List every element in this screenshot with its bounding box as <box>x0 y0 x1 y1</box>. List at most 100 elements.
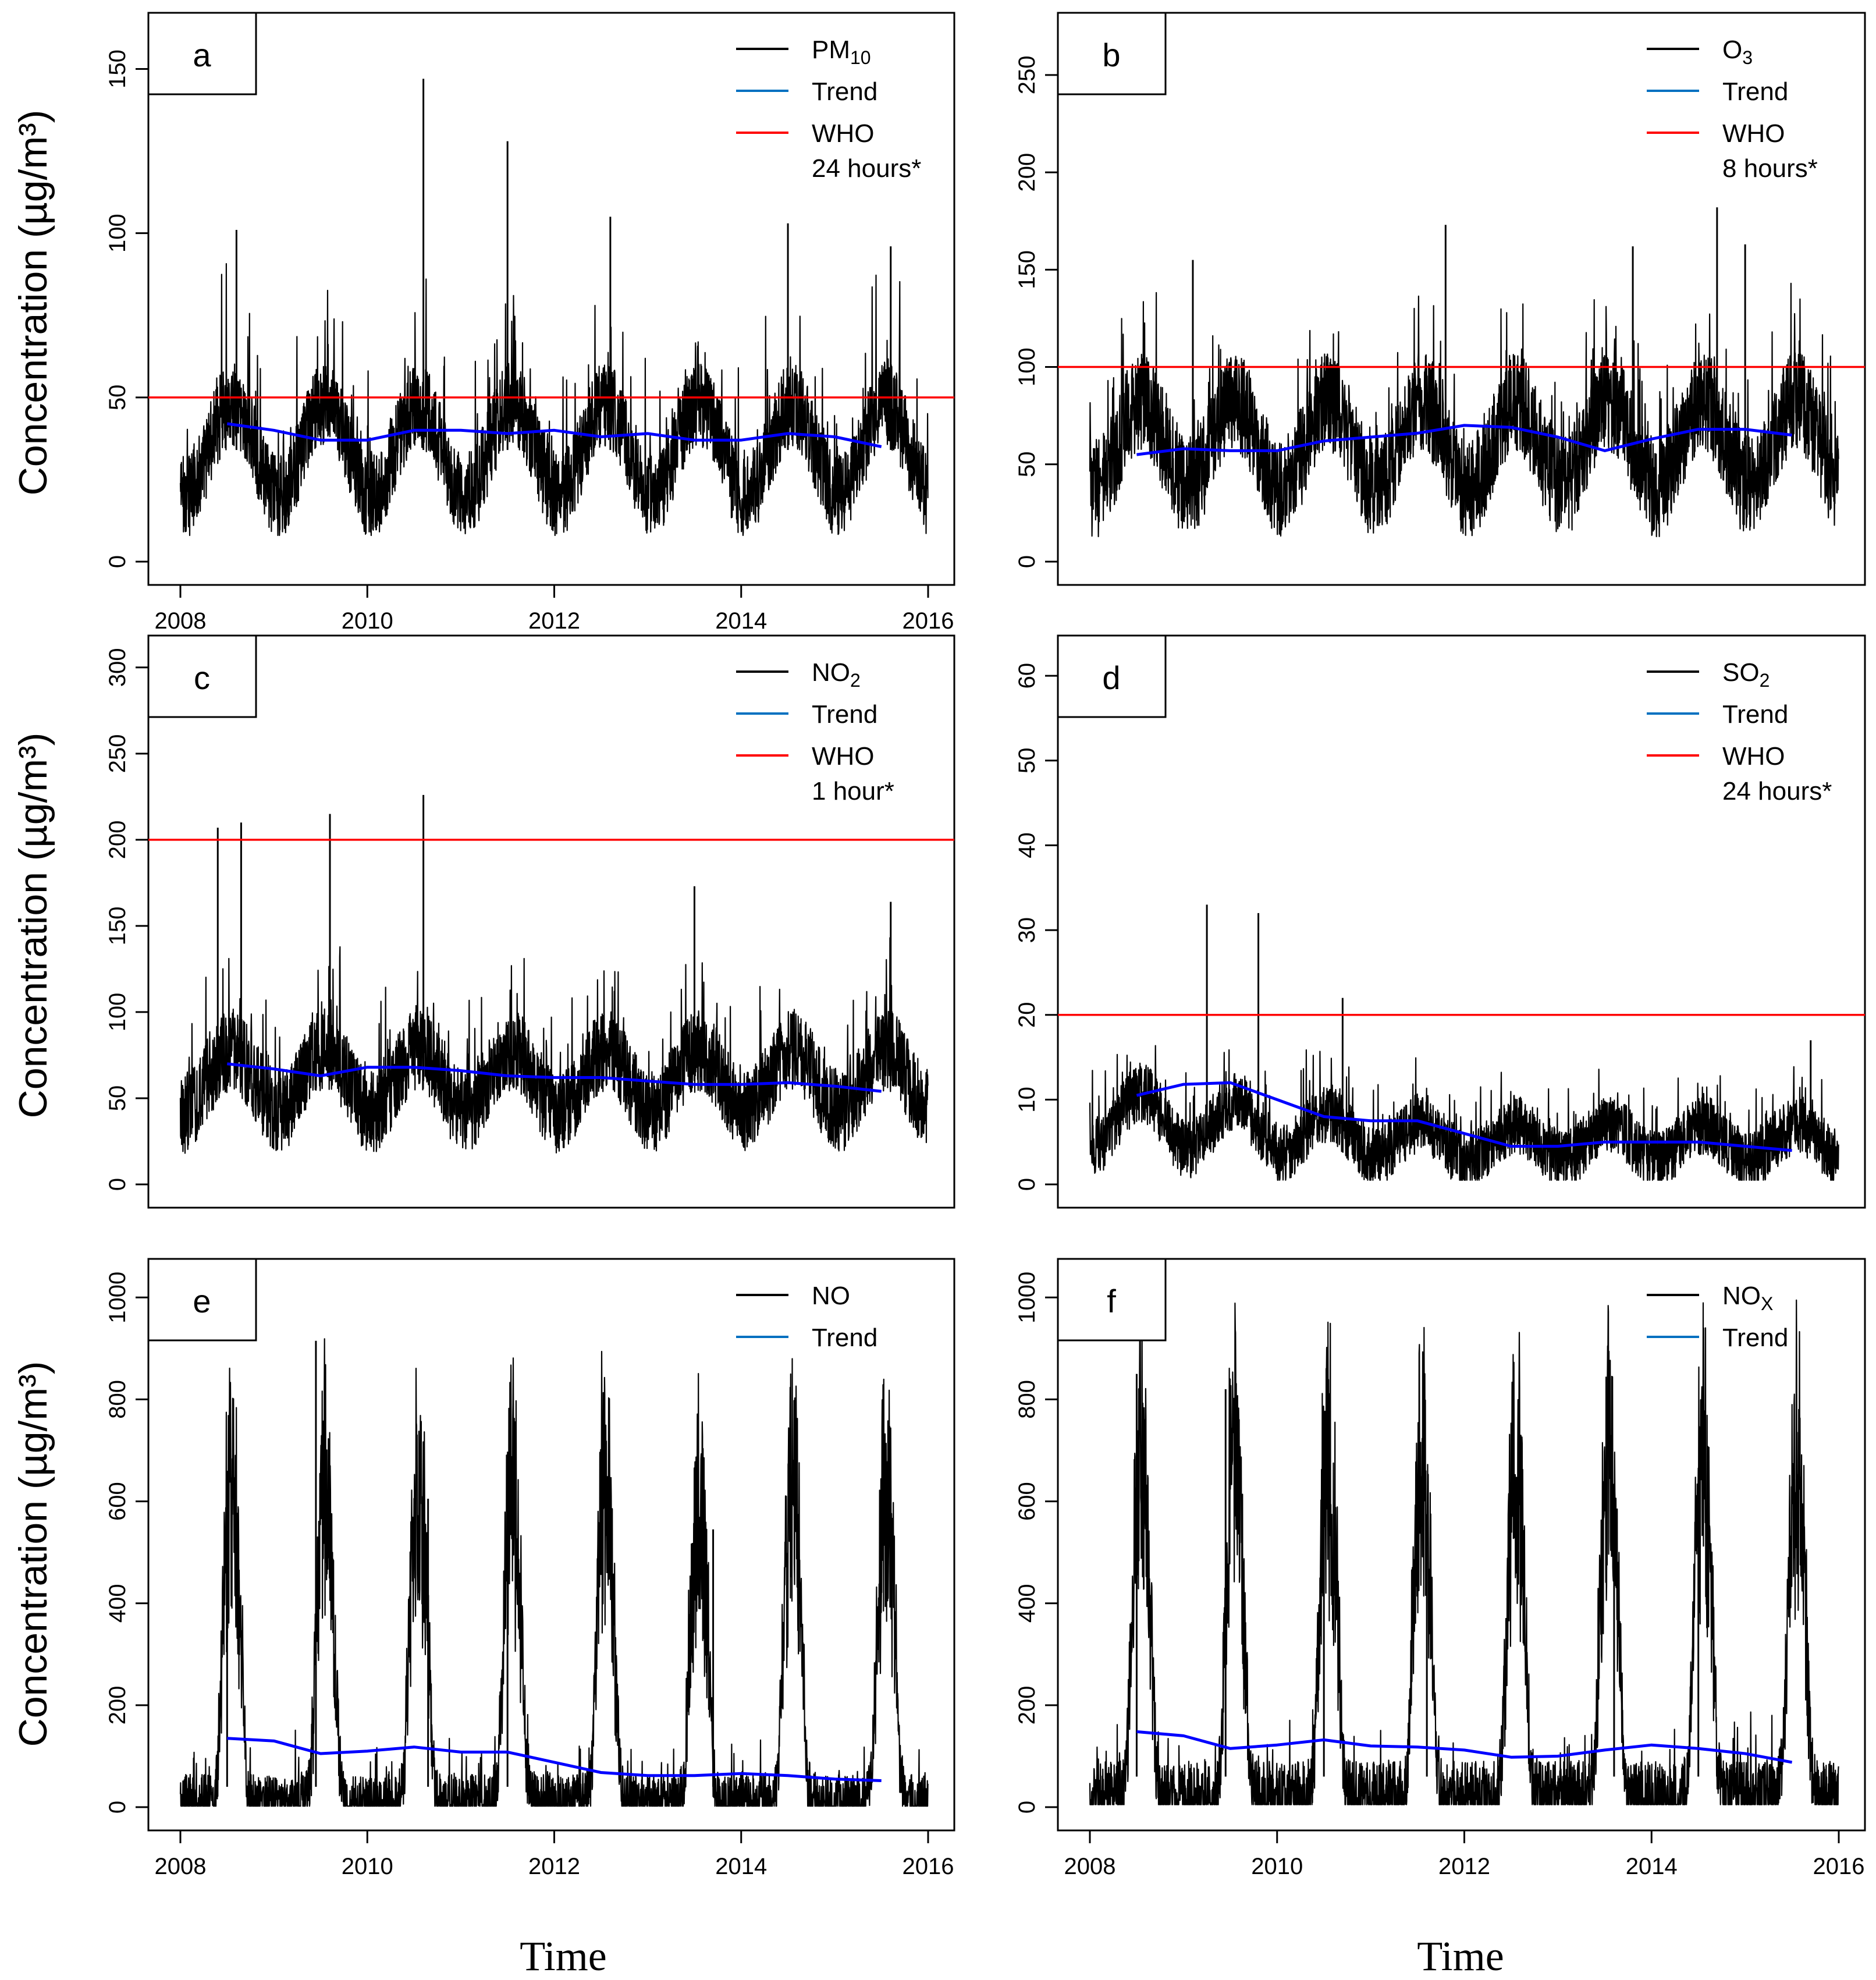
y-tick-label: 150 <box>105 49 130 88</box>
x-tick-label: 2010 <box>342 608 393 634</box>
legend-entry-1: Trend <box>1722 700 1788 729</box>
series-trend-line <box>227 1737 882 1782</box>
legend-entry-2: WHO <box>1722 742 1785 771</box>
y-tick-label: 600 <box>105 1482 130 1521</box>
y-axis-label-row1: Concentration (µg/m³) <box>11 110 55 496</box>
panel-label-e: e <box>193 1283 211 1319</box>
y-tick-label: 150 <box>105 907 130 946</box>
y-axis-label-row2: Concentration (µg/m³) <box>11 733 55 1119</box>
y-tick-label: 100 <box>105 214 130 253</box>
panel-f: 0 200 400 600 800 1000 2008 2010 2012 2014 2016 f NO… <box>1014 1258 1866 1879</box>
y-tick-label: 100 <box>105 993 130 1032</box>
y-tick-label: 40 <box>1014 832 1040 858</box>
y-tick-label: 800 <box>105 1380 130 1419</box>
series-NO-line <box>179 1338 929 1807</box>
y-tick-label: 400 <box>105 1584 130 1623</box>
x-tick-label: 2008 <box>155 608 207 634</box>
legend-b: O3 Trend WHO 8 hours* <box>1647 36 1818 183</box>
legend-subscript: 2 <box>1760 670 1770 691</box>
y-tick-label: 0 <box>1014 1801 1040 1814</box>
legend-subscript: 2 <box>850 670 861 691</box>
y-tick-label: 600 <box>1014 1482 1040 1521</box>
panel-a: 0 50 100 150 2008 2010 2012 2014 2016 a PM10 Trend W… <box>105 12 955 634</box>
legend-entry-3: 24 hours* <box>1722 777 1832 806</box>
panel-e: 0 200 400 600 800 1000 2008 2010 2012 2014 2016 e NO… <box>105 1258 955 1879</box>
panel-label-box-a <box>147 12 257 95</box>
legend-d: SO2 Trend WHO 24 hours* <box>1647 658 1832 806</box>
legend-f: NOX Trend <box>1647 1282 1788 1352</box>
panel-d: 0 10 20 30 40 50 60 d SO2 Trend WHO 24 hours* <box>1014 634 1866 1209</box>
y-tick-label: 800 <box>1014 1380 1040 1419</box>
legend-entry-1: Trend <box>1722 1323 1788 1352</box>
y-axis-f: 0 200 400 600 800 1000 <box>1014 1272 1059 1814</box>
y-axis-d: 0 10 20 30 40 50 60 <box>1014 663 1059 1191</box>
y-tick-label: 0 <box>105 1178 130 1191</box>
legend-entry-2: WHO <box>812 742 875 771</box>
x-tick-label: 2012 <box>528 1854 580 1879</box>
x-tick-label: 2016 <box>903 608 954 634</box>
y-tick-label: 150 <box>1014 250 1040 289</box>
x-tick-label: 2008 <box>1064 1854 1116 1879</box>
legend-e: NO Trend <box>736 1282 877 1352</box>
legend-entry-0: O3 <box>1722 36 1753 68</box>
y-axis-label-row3: Concentration (µg/m³) <box>11 1361 55 1747</box>
x-tick-label: 2014 <box>715 608 767 634</box>
legend-c: NO2 Trend WHO 1 hour* <box>736 658 894 806</box>
legend-entry-1: Trend <box>812 77 877 106</box>
y-tick-label: 200 <box>105 820 130 859</box>
y-tick-label: 200 <box>1014 153 1040 192</box>
y-tick-label: 250 <box>105 734 130 773</box>
y-tick-label: 300 <box>105 648 130 687</box>
y-tick-label: 20 <box>1014 1002 1040 1028</box>
y-tick-label: 1000 <box>1014 1272 1040 1323</box>
legend-subscript: X <box>1761 1293 1773 1314</box>
panel-b: 0 50 100 150 200 250 b O3 Trend WHO 8 hours* <box>1014 12 1866 586</box>
y-tick-label: 50 <box>105 1085 130 1112</box>
x-axis-label-right: Time <box>1417 1933 1504 1979</box>
y-tick-label: 10 <box>1014 1087 1040 1113</box>
x-tick-label: 2014 <box>715 1854 767 1879</box>
y-tick-label: 0 <box>105 555 130 568</box>
series-NOX-line <box>1089 1299 1839 1805</box>
x-tick-label: 2016 <box>1813 1854 1865 1879</box>
y-tick-label: 50 <box>1014 452 1040 478</box>
series-trend-line <box>226 422 882 448</box>
x-axis-f: 2008 2010 2012 2014 2016 <box>1064 1829 1865 1879</box>
panel-c: 0 50 100 150 200 250 300 c NO2 Trend WHO 1 hour* <box>105 634 955 1209</box>
y-tick-label: 400 <box>1014 1584 1040 1623</box>
series-trend-line <box>1136 1081 1792 1152</box>
y-tick-label: 60 <box>1014 663 1040 689</box>
panel-label-box-b <box>1057 12 1167 95</box>
y-tick-label: 250 <box>1014 56 1040 95</box>
x-tick-label: 2012 <box>528 608 580 634</box>
legend-entry-1: Trend <box>1722 77 1788 106</box>
panel-label-b: b <box>1102 37 1120 73</box>
x-tick-label: 2008 <box>155 1854 207 1879</box>
panel-label-a: a <box>193 37 211 73</box>
series-trend-line <box>1136 1730 1793 1764</box>
panel-label-box-e <box>147 1258 257 1342</box>
y-tick-label: 50 <box>105 385 130 411</box>
series-NO2-line <box>179 937 929 1154</box>
y-tick-label: 200 <box>105 1686 130 1724</box>
panel-label-box-c <box>147 634 257 718</box>
legend-entry-2: WHO <box>1722 119 1785 148</box>
legend-a: PM10 Trend WHO 24 hours* <box>736 36 921 183</box>
y-axis-e: 0 200 400 600 800 1000 <box>105 1272 150 1814</box>
y-tick-label: 50 <box>1014 748 1040 774</box>
series-trend-line <box>227 1062 882 1093</box>
series-PM10-line <box>179 263 929 536</box>
legend-entry-0: SO2 <box>1722 658 1770 691</box>
x-tick-label: 2010 <box>1251 1854 1303 1879</box>
y-tick-label: 30 <box>1014 917 1040 943</box>
legend-entry-3: 1 hour* <box>812 777 894 806</box>
y-tick-label: 0 <box>1014 1178 1040 1191</box>
y-tick-label: 0 <box>1014 555 1040 568</box>
x-axis-e: 2008 2010 2012 2014 2016 <box>155 1829 954 1879</box>
legend-subscript: 10 <box>850 47 871 68</box>
panel-label-box-d <box>1057 634 1167 718</box>
legend-entry-0: NO <box>812 1282 850 1310</box>
x-axis-a: 2008 2010 2012 2014 2016 <box>155 584 954 634</box>
series-trend-line <box>1136 424 1792 456</box>
